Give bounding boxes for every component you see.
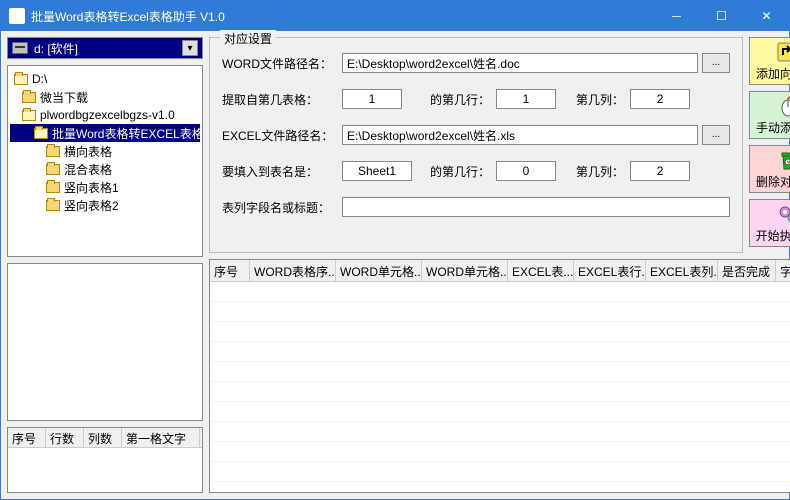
drive-label: d: [软件] [34,40,78,57]
tree-item[interactable]: 横向表格 [10,142,200,160]
data-col-header[interactable]: 序号 [210,260,250,281]
folder-icon [14,74,28,85]
manual-add-button[interactable]: 手动添加(A) [749,91,790,139]
gears-icon [776,203,790,225]
excel-path-label: EXCEL文件路径名： [222,127,342,144]
extract-col-label: 第几列： [576,91,624,108]
data-col-header[interactable]: EXCEL表行... [574,260,646,281]
left-column: d: [软件] ▾ D:\ 微当下载 plwordbgzexcelbgzs-v1.0… [7,37,203,493]
tree-item-label: D:\ [32,72,47,86]
fill-col-input[interactable] [630,161,690,181]
data-col-header[interactable]: EXCEL表列... [646,260,718,281]
mini-col-header[interactable]: 序号 [8,428,46,447]
trash-icon [776,149,790,171]
tree-item-label: 竖向表格1 [64,179,119,196]
tree-item-label: plwordbgzexcelbgzs-v1.0 [40,108,175,122]
tree-item[interactable]: 混合表格 [10,160,200,178]
mouse-icon [776,95,790,117]
preview-pane [7,263,203,421]
drive-select[interactable]: d: [软件] ▾ [7,37,203,59]
mini-col-header[interactable]: 列数 [84,428,122,447]
word-path-label: WORD文件路径名： [222,55,342,72]
mini-col-header[interactable]: 行数 [46,428,84,447]
word-browse-button[interactable]: ... [702,53,730,73]
settings-legend: 对应设置 [220,30,276,47]
delete-map-label: 删除对应(K) [756,173,790,190]
data-col-header[interactable]: WORD单元格... [422,260,508,281]
start-exec-label: 开始执行(D) [756,227,790,244]
drive-icon [12,42,28,54]
fill-col-label: 第几列： [576,163,624,180]
folder-tree[interactable]: D:\ 微当下载 plwordbgzexcelbgzs-v1.0 批量Word表格转E… [7,65,203,257]
dropdown-arrow-icon: ▾ [182,40,198,56]
arrow-sign-icon [776,41,790,63]
add-guide-button[interactable]: 添加向导(B) [749,37,790,85]
extract-table-input[interactable] [342,89,402,109]
main-window: 批量Word表格转Excel表格助手 V1.0 ─ ☐ ✕ d: [软件] ▾ … [0,0,790,500]
tree-item[interactable]: 批量Word表格转EXCEL表格助手 v1 [10,124,200,142]
delete-map-button[interactable]: 删除对应(K) [749,145,790,193]
fieldname-input[interactable] [342,197,730,217]
folder-icon [46,182,60,193]
tree-item[interactable]: D:\ [10,70,200,88]
extract-row-label: 的第几行： [430,91,490,108]
data-col-header[interactable]: 字段名 [776,260,790,281]
settings-group: 对应设置 WORD文件路径名： ... 提取自第几表格： 的第几行： 第几列： [209,37,743,253]
data-col-header[interactable]: EXCEL表... [508,260,574,281]
add-guide-label: 添加向导(B) [756,65,790,82]
manual-add-label: 手动添加(A) [756,119,790,136]
folder-icon [22,110,36,121]
data-col-header[interactable]: WORD表格序... [250,260,336,281]
maximize-button[interactable]: ☐ [699,1,744,31]
tree-item-label: 微当下载 [40,89,88,106]
extract-col-input[interactable] [630,89,690,109]
titlebar: 批量Word表格转Excel表格助手 V1.0 ─ ☐ ✕ [1,1,789,31]
excel-browse-button[interactable]: ... [702,125,730,145]
folder-icon [22,92,36,103]
mini-table: 序号行数列数第一格文字 [7,427,203,493]
data-col-header[interactable]: WORD单元格... [336,260,422,281]
fill-row-label: 的第几行： [430,163,490,180]
fill-sheet-input[interactable] [342,161,412,181]
folder-icon [34,128,48,139]
data-table-rows [210,282,790,492]
excel-path-input[interactable] [342,125,698,145]
fill-sheet-label: 要填入到表名是： [222,163,342,180]
data-col-header[interactable]: 是否完成 [718,260,776,281]
action-buttons: 添加向导(B) 手动添加(A) 删除对应(K) [749,37,790,253]
tree-item[interactable]: 竖向表格2 [10,196,200,214]
extract-table-label: 提取自第几表格： [222,91,342,108]
tree-item[interactable]: 竖向表格1 [10,178,200,196]
right-column: 对应设置 WORD文件路径名： ... 提取自第几表格： 的第几行： 第几列： [209,37,790,493]
tree-item-label: 混合表格 [64,161,112,178]
start-exec-button[interactable]: 开始执行(D) [749,199,790,247]
minimize-button[interactable]: ─ [654,1,699,31]
fieldname-label: 表列字段名或标题： [222,199,342,216]
extract-row-input[interactable] [496,89,556,109]
window-body: d: [软件] ▾ D:\ 微当下载 plwordbgzexcelbgzs-v1.0… [1,31,789,499]
folder-icon [46,200,60,211]
tree-item[interactable]: 微当下载 [10,88,200,106]
fill-row-input[interactable] [496,161,556,181]
tree-item-label: 竖向表格2 [64,197,119,214]
word-path-input[interactable] [342,53,698,73]
window-title: 批量Word表格转Excel表格助手 V1.0 [31,8,654,25]
top-row: 对应设置 WORD文件路径名： ... 提取自第几表格： 的第几行： 第几列： [209,37,790,253]
data-table[interactable]: 序号WORD表格序...WORD单元格...WORD单元格...EXCEL表..… [209,259,790,493]
mini-col-header[interactable]: 第一格文字 [122,428,200,447]
folder-icon [46,164,60,175]
app-icon [9,8,25,24]
close-button[interactable]: ✕ [744,1,789,31]
tree-item-label: 批量Word表格转EXCEL表格助手 v1 [52,125,203,142]
tree-item-label: 横向表格 [64,143,112,160]
tree-item[interactable]: plwordbgzexcelbgzs-v1.0 [10,106,200,124]
folder-icon [46,146,60,157]
